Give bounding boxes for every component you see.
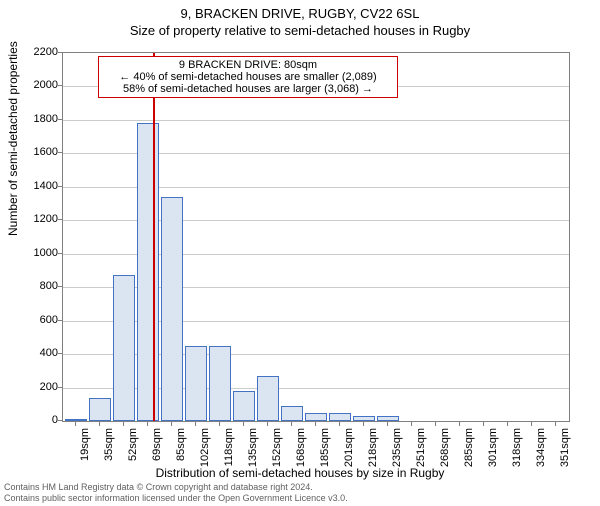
histogram-bar: [185, 346, 207, 421]
x-tick-mark: [147, 422, 148, 426]
y-tick-mark: [58, 52, 62, 53]
y-tick-mark: [58, 85, 62, 86]
y-tick-label: 1600: [24, 146, 58, 158]
annotation-line3: 58% of semi-detached houses are larger (…: [105, 83, 391, 95]
y-tick-mark: [58, 387, 62, 388]
x-tick-label: 52sqm: [127, 428, 139, 461]
y-tick-mark: [58, 152, 62, 153]
y-tick-mark: [58, 119, 62, 120]
x-tick-mark: [171, 422, 172, 426]
x-tick-label: 102sqm: [199, 428, 211, 467]
page-subtitle: Size of property relative to semi-detach…: [0, 23, 600, 38]
histogram-bar: [137, 123, 159, 421]
x-tick-label: 268sqm: [439, 428, 451, 467]
x-tick-mark: [483, 422, 484, 426]
x-tick-mark: [363, 422, 364, 426]
x-tick-label: 135sqm: [247, 428, 259, 467]
y-tick-mark: [58, 286, 62, 287]
x-tick-mark: [195, 422, 196, 426]
reference-line: [153, 53, 155, 421]
chart-plot-area: [62, 52, 570, 422]
x-tick-label: 235sqm: [391, 428, 403, 467]
x-tick-mark: [459, 422, 460, 426]
x-tick-label: 168sqm: [295, 428, 307, 467]
x-tick-mark: [339, 422, 340, 426]
y-tick-mark: [58, 219, 62, 220]
x-tick-mark: [99, 422, 100, 426]
x-tick-mark: [219, 422, 220, 426]
x-tick-label: 85sqm: [175, 428, 187, 461]
x-tick-mark: [507, 422, 508, 426]
x-tick-label: 251sqm: [415, 428, 427, 467]
histogram-bar: [329, 413, 351, 421]
footer-line1: Contains HM Land Registry data © Crown c…: [4, 482, 348, 493]
x-tick-label: 185sqm: [319, 428, 331, 467]
x-axis-label: Distribution of semi-detached houses by …: [0, 466, 600, 480]
histogram-bar: [305, 413, 327, 421]
x-tick-mark: [291, 422, 292, 426]
annotation-line2: ← 40% of semi-detached houses are smalle…: [105, 71, 391, 83]
x-tick-mark: [243, 422, 244, 426]
x-tick-label: 218sqm: [367, 428, 379, 467]
y-tick-mark: [58, 420, 62, 421]
x-tick-label: 318sqm: [511, 428, 523, 467]
x-tick-mark: [435, 422, 436, 426]
x-tick-mark: [387, 422, 388, 426]
y-tick-label: 1800: [24, 113, 58, 125]
histogram-bar: [161, 197, 183, 421]
x-tick-mark: [315, 422, 316, 426]
histogram-bar: [281, 406, 303, 421]
x-tick-mark: [555, 422, 556, 426]
x-tick-label: 35sqm: [103, 428, 115, 461]
y-tick-label: 2200: [24, 46, 58, 58]
y-tick-label: 1000: [24, 247, 58, 259]
y-tick-label: 800: [24, 280, 58, 292]
y-tick-label: 1400: [24, 180, 58, 192]
x-tick-mark: [411, 422, 412, 426]
y-tick-mark: [58, 353, 62, 354]
x-tick-label: 201sqm: [343, 428, 355, 467]
annotation-line1: 9 BRACKEN DRIVE: 80sqm: [105, 59, 391, 71]
x-tick-mark: [531, 422, 532, 426]
histogram-bar: [353, 416, 375, 421]
histogram-bar: [65, 419, 87, 421]
x-tick-mark: [267, 422, 268, 426]
footer-line2: Contains public sector information licen…: [4, 493, 348, 504]
y-tick-mark: [58, 186, 62, 187]
footer-attribution: Contains HM Land Registry data © Crown c…: [4, 482, 348, 504]
x-tick-mark: [123, 422, 124, 426]
x-tick-label: 118sqm: [223, 428, 235, 466]
y-tick-label: 2000: [24, 79, 58, 91]
histogram-bar: [377, 416, 399, 421]
x-tick-label: 334sqm: [535, 428, 547, 467]
histogram-bar: [113, 275, 135, 421]
x-tick-label: 351sqm: [559, 428, 571, 467]
y-tick-label: 600: [24, 314, 58, 326]
y-tick-mark: [58, 253, 62, 254]
gridline: [63, 120, 569, 121]
x-tick-label: 285sqm: [463, 428, 475, 467]
x-tick-mark: [75, 422, 76, 426]
histogram-bar: [233, 391, 255, 421]
annotation-box: 9 BRACKEN DRIVE: 80sqm ← 40% of semi-det…: [98, 56, 398, 98]
histogram-bar: [209, 346, 231, 421]
histogram-bar: [89, 398, 111, 421]
page-title: 9, BRACKEN DRIVE, RUGBY, CV22 6SL: [0, 6, 600, 21]
x-tick-label: 152sqm: [271, 428, 283, 467]
histogram-bar: [257, 376, 279, 421]
x-tick-label: 301sqm: [487, 428, 499, 467]
x-tick-label: 19sqm: [79, 428, 91, 461]
y-tick-label: 200: [24, 381, 58, 393]
x-tick-label: 69sqm: [151, 428, 163, 461]
y-tick-label: 400: [24, 347, 58, 359]
y-tick-mark: [58, 320, 62, 321]
y-axis-label: Number of semi-detached properties: [6, 41, 20, 236]
y-tick-label: 1200: [24, 213, 58, 225]
y-tick-label: 0: [24, 414, 58, 426]
